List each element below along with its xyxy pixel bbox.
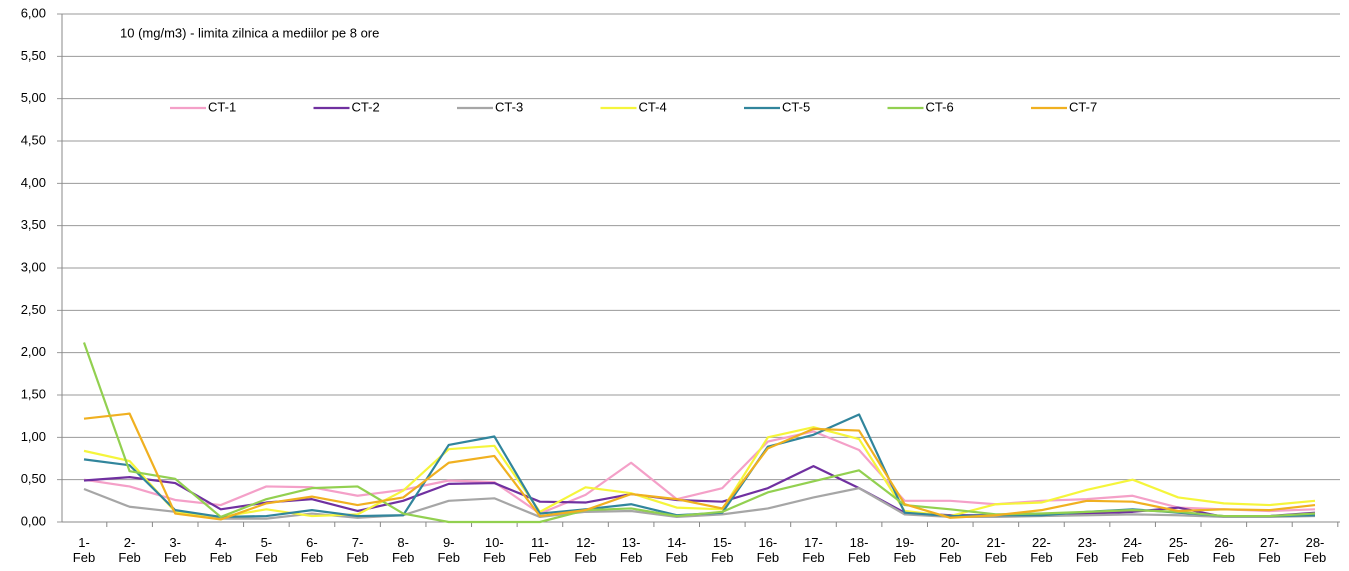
y-tick-label: 2,50 (21, 302, 46, 317)
y-tick-label: 5,00 (21, 90, 46, 105)
legend-label: CT-2 (352, 99, 380, 114)
legend-label: CT-7 (1069, 99, 1097, 114)
x-tick-label: 2-Feb (118, 535, 141, 565)
x-tick-label: 11-Feb (528, 535, 552, 565)
x-tick-label: 1-Feb (72, 535, 96, 565)
y-tick-label: 3,50 (21, 217, 46, 232)
x-tick-label: 23-Feb (1075, 535, 1099, 565)
x-tick-label: 8-Feb (391, 535, 415, 565)
legend-label: CT-6 (926, 99, 954, 114)
y-tick-label: 6,00 (21, 5, 46, 20)
y-tick-label: 2,00 (21, 344, 46, 359)
x-tick-label: 4-Feb (209, 535, 232, 565)
annotation: 10 (mg/m3) - limita zilnica a mediilor p… (120, 25, 379, 40)
x-tick-label: 7-Feb (346, 535, 369, 565)
x-tick-label: 9-Feb (437, 535, 460, 565)
legend-label: CT-5 (782, 99, 810, 114)
x-tick-label: 13-Feb (619, 535, 643, 565)
legend-label: CT-3 (495, 99, 523, 114)
x-tick-label: 27-Feb (1258, 535, 1281, 565)
x-tick-label: 10-Feb (483, 535, 506, 565)
y-tick-label: 4,50 (21, 132, 46, 147)
x-tick-label: 12-Feb (574, 535, 597, 565)
legend-label: CT-4 (639, 99, 667, 114)
x-tick-label: 16-Feb (756, 535, 780, 565)
x-tick-label: 24-Feb (1121, 535, 1144, 565)
x-tick-label: 18-Feb (847, 535, 871, 565)
x-tick-label: 28-Feb (1303, 535, 1327, 565)
series-line (83, 487, 1316, 520)
x-tick-label: 15-Feb (711, 535, 734, 565)
y-tick-label: 0,50 (21, 471, 46, 486)
y-tick-label: 3,00 (21, 259, 46, 274)
x-tick-label: 25-Feb (1167, 535, 1190, 565)
x-tick-label: 14-Feb (665, 535, 688, 565)
series-line (83, 430, 1316, 515)
y-tick-label: 4,00 (21, 175, 46, 190)
legend-label: CT-1 (208, 99, 236, 114)
y-tick-label: 5,50 (21, 48, 46, 63)
x-tick-label: 5-Feb (255, 535, 278, 565)
y-tick-label: 1,00 (21, 429, 46, 444)
x-tick-label: 3-Feb (163, 535, 187, 565)
y-tick-label: 0,00 (21, 513, 46, 528)
x-tick-label: 21-Feb (984, 535, 1008, 565)
series-line (83, 412, 1316, 521)
x-tick-label: 6-Feb (300, 535, 324, 565)
x-tick-label: 22-Feb (1030, 535, 1053, 565)
x-tick-label: 20-Feb (939, 535, 962, 565)
series-line (82, 342, 1316, 524)
x-tick-label: 17-Feb (802, 535, 825, 565)
x-tick-label: 26-Feb (1212, 535, 1236, 565)
x-tick-label: 19-Feb (893, 535, 916, 565)
y-tick-label: 1,50 (21, 386, 46, 401)
